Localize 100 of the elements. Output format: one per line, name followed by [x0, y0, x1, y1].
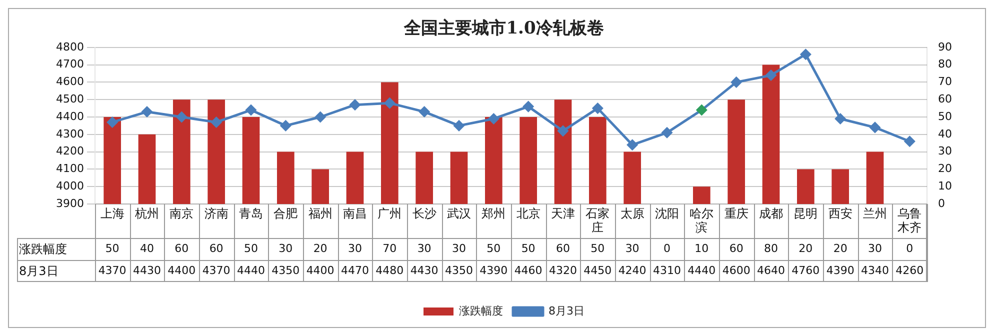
bar [866, 152, 884, 204]
y2-tick-label: 10 [938, 179, 952, 192]
data-label: 50 [104, 241, 120, 257]
y2-tick-label: 80 [938, 58, 952, 71]
bar [276, 152, 294, 204]
point [627, 140, 638, 150]
x-tick-label: 南昌 [342, 206, 367, 220]
x-tick-label: 昆明 [794, 206, 818, 220]
data-label: 40 [138, 241, 155, 257]
y-tick-label: 4400 [56, 110, 84, 123]
y2-tick-label: 40 [938, 127, 952, 140]
x-tick-label: 上海 [100, 206, 124, 220]
point [696, 104, 707, 116]
data-label: 60 [728, 241, 744, 257]
bar [312, 169, 329, 204]
data-label: 60 [554, 241, 571, 257]
data-label: 50 [242, 241, 259, 257]
data-label: 4440 [236, 263, 266, 279]
data-label: 4390 [825, 263, 856, 279]
y-tick-label: 4000 [56, 179, 84, 192]
data-label: 30 [624, 241, 640, 257]
bar [138, 134, 156, 204]
point [731, 76, 742, 88]
point [176, 112, 187, 122]
data-label: 4640 [756, 263, 786, 279]
data-label: 4400 [305, 263, 336, 279]
point [766, 70, 776, 80]
x-tick-label: 哈尔滨 [690, 206, 714, 235]
bar [172, 100, 190, 204]
data-label: 30 [450, 241, 467, 257]
point [315, 112, 326, 122]
y-tick-label: 4100 [56, 162, 84, 176]
bar [762, 64, 780, 204]
data-label: 4370 [201, 263, 232, 279]
data-label: 80 [762, 241, 779, 257]
point [662, 127, 672, 138]
data-label: 50 [486, 241, 502, 257]
data-label: 4760 [790, 263, 821, 279]
y2-tick-label: 70 [938, 75, 952, 88]
data-label: 0 [662, 241, 672, 257]
y-tick-label: 3900 [56, 196, 84, 210]
y2-tick-label: 90 [938, 40, 952, 54]
x-tick-label: 青岛 [238, 206, 263, 220]
text: 8月3日 [19, 264, 58, 278]
x-tick-label: 广州 [378, 206, 402, 220]
x-tick-label: 长沙 [412, 206, 436, 220]
y2-tick-label: 60 [938, 92, 952, 106]
data-label: 30 [346, 241, 363, 257]
point [107, 116, 118, 128]
point [419, 106, 430, 118]
data-label: 4460 [513, 263, 544, 279]
point [558, 126, 568, 136]
x-tick-label: 北京 [516, 206, 540, 220]
x-tick-label: 石家庄 [586, 206, 610, 235]
data-label: 4370 [97, 263, 128, 279]
text: 涨跌幅度 [19, 242, 67, 256]
y2-tick-label: 30 [938, 144, 952, 158]
y-tick-label: 4800 [56, 40, 84, 54]
x-tick-label: 重庆 [724, 206, 748, 220]
x-tick-label: 兰州 [863, 206, 887, 220]
x-tick-label: 杭州 [134, 206, 159, 220]
x-tick-label: 西安 [828, 206, 852, 220]
data-label: 4350 [444, 263, 474, 279]
x-tick-label: 南京 [170, 206, 194, 220]
data-label: 20 [798, 241, 814, 257]
data-label: 70 [382, 241, 398, 257]
data-label: 4430 [132, 263, 162, 279]
y-tick-label: 4500 [56, 92, 84, 106]
x-tick-label: 福州 [308, 206, 332, 220]
x-tick-label: 郑州 [482, 206, 506, 220]
point [870, 122, 880, 133]
data-label: 4320 [548, 263, 578, 279]
point [142, 106, 152, 118]
x-tick-label: 乌鲁木齐 [898, 206, 922, 235]
bar [832, 169, 849, 204]
data-label: 4470 [340, 263, 370, 279]
point [211, 116, 222, 128]
legend-label: 涨跌幅度 [459, 304, 503, 318]
y2-tick-label: 20 [938, 162, 952, 176]
x-tick-label: 太原 [620, 206, 644, 220]
data-label: 4400 [166, 263, 197, 279]
x-tick-label: 成都 [759, 206, 783, 220]
point [280, 120, 291, 131]
bar [416, 152, 433, 204]
data-label: 0 [905, 241, 914, 257]
y-tick-label: 4200 [56, 144, 84, 158]
data-label: 4260 [894, 263, 925, 279]
y2-tick-label: 0 [938, 196, 946, 210]
y-tick-label: 4300 [56, 127, 84, 140]
bar [104, 117, 121, 204]
point [246, 104, 256, 116]
y-tick-label: 4600 [56, 75, 84, 88]
chart-title: 全国主要城市1.0冷轧板卷 [403, 18, 604, 39]
bar [346, 152, 364, 204]
data-label: 4430 [409, 263, 440, 279]
bar [208, 100, 225, 204]
bar [693, 186, 710, 204]
point [488, 113, 499, 124]
data-label: 4450 [582, 263, 613, 279]
bar [728, 100, 745, 204]
